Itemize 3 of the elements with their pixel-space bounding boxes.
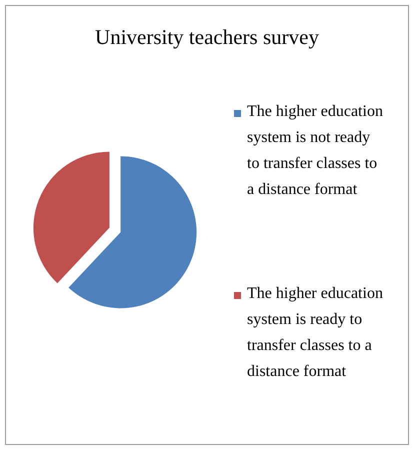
- legend-label: The higher education system is not ready to transfer classes to a distance format: [247, 102, 384, 200]
- chart-title: University teachers survey: [94, 25, 320, 50]
- legend-label: The higher education system is ready to transfer classes to a distance format: [247, 284, 384, 382]
